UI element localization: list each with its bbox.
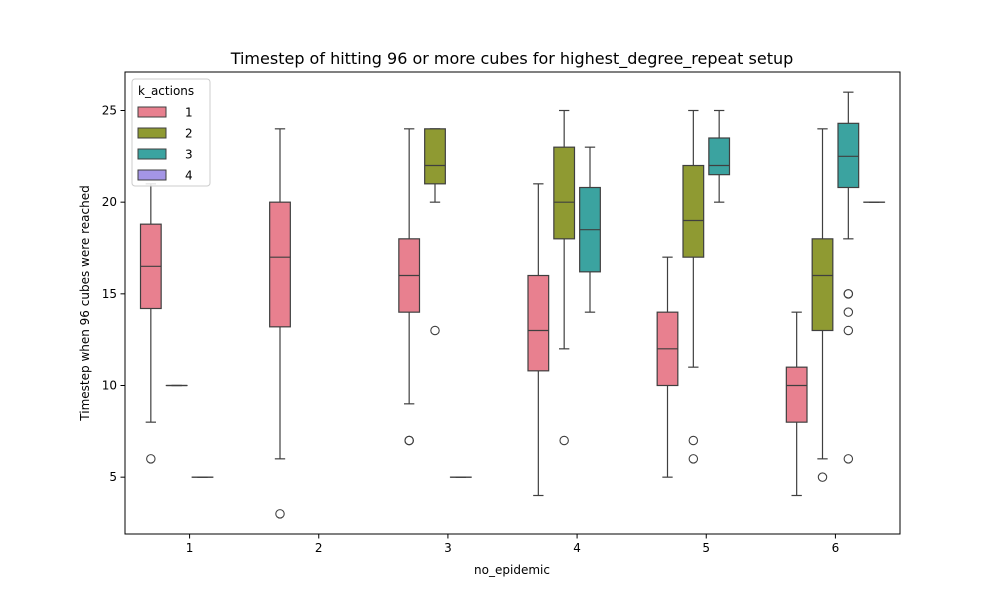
axes-frame [124,71,901,535]
legend-swatch [137,148,167,160]
plot-area [139,91,886,519]
box-group [785,311,808,497]
x-tick-label: 5 [702,541,710,555]
box [527,274,550,372]
x-axis-label: no_epidemic [474,563,550,577]
outlier-point [688,454,699,464]
x-tick-label: 4 [573,541,581,555]
y-tick-label: 5 [109,470,117,484]
outlier-point [843,454,854,464]
outlier-point [559,435,569,446]
y-tick-label: 10 [102,379,117,393]
x-tick-label: 1 [186,541,194,555]
chart-title: Timestep of hitting 96 or more cubes for… [230,49,794,69]
outlier-point [146,454,156,464]
legend-label: 4 [185,169,193,183]
box-group [553,109,576,446]
outlier-point [843,289,854,299]
box-group [837,91,860,464]
outlier-point [275,509,285,519]
x-tick-label: 6 [832,541,840,555]
box-group [527,183,550,497]
box-group [682,109,705,464]
box [785,366,808,423]
box [682,164,705,258]
legend-swatch [137,169,167,181]
box [811,238,834,332]
outlier-point [843,325,854,336]
y-axis-label: Timestep when 96 cubes were reached [78,185,92,421]
x-tick-label: 2 [315,541,323,555]
legend-swatch [137,106,167,118]
legend-label: 3 [185,148,193,162]
legend: k_actions 1 2 3 4 [131,78,211,187]
outlier-point [843,307,854,317]
outlier-point [430,325,440,336]
y-axis: 5 10 15 20 25 [102,104,125,484]
box-group [708,109,731,203]
box-group [424,128,446,336]
box-group [579,146,601,313]
box [553,146,576,240]
legend-label: 2 [185,127,193,141]
box [424,128,446,185]
y-tick-label: 15 [102,287,117,301]
box [708,137,731,176]
box-group [398,128,421,446]
outlier-point [404,435,414,446]
box-group [656,256,679,478]
box [837,122,860,189]
outlier-point [688,435,699,446]
legend-label: 1 [185,106,193,120]
box [269,201,291,328]
box-group [269,128,291,519]
legend-title: k_actions [138,84,194,98]
y-tick-label: 25 [102,104,117,118]
box-group [139,183,162,464]
y-tick-label: 20 [102,195,117,209]
legend-swatch [137,127,167,139]
outlier-point [817,472,828,482]
x-axis: 1 2 3 4 5 6 [186,534,839,555]
x-tick-label: 3 [444,541,452,555]
box-group [811,128,834,482]
